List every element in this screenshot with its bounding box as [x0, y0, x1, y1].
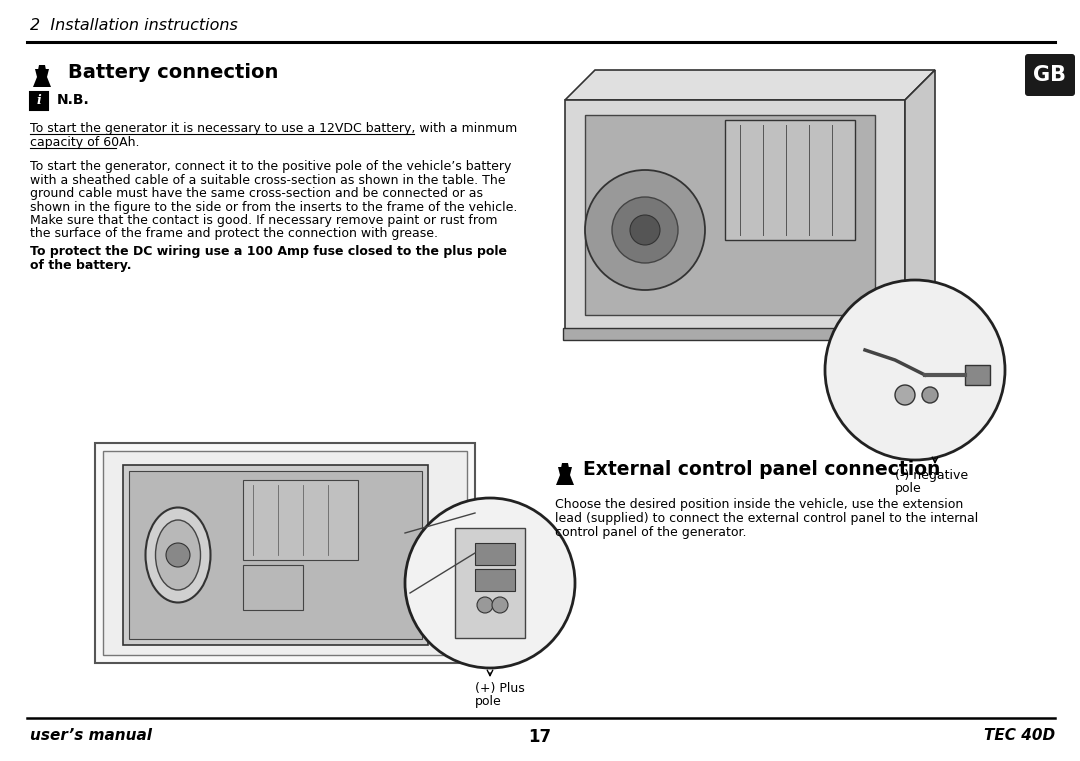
Text: control panel of the generator.: control panel of the generator. [555, 526, 746, 539]
Polygon shape [585, 115, 875, 315]
Bar [243, 480, 357, 560]
Text: To start the generator, connect it to the positive pole of the vehicle’s battery: To start the generator, connect it to th… [30, 160, 511, 173]
Circle shape [585, 170, 705, 290]
Text: capacity of 60Ah.: capacity of 60Ah. [30, 136, 139, 149]
Text: External control panel connection: External control panel connection [583, 460, 941, 479]
Text: Battery connection: Battery connection [68, 63, 279, 82]
Circle shape [630, 215, 660, 245]
Polygon shape [561, 463, 569, 468]
Text: shown in the figure to the side or from the inserts to the frame of the vehicle.: shown in the figure to the side or from … [30, 200, 517, 214]
Bar [475, 543, 515, 565]
Text: 17: 17 [528, 728, 552, 746]
FancyBboxPatch shape [30, 92, 48, 110]
Text: To protect the DC wiring use a 100 Amp fuse closed to the plus pole: To protect the DC wiring use a 100 Amp f… [30, 245, 507, 258]
Text: i: i [37, 94, 41, 107]
Circle shape [922, 387, 939, 403]
Text: Make sure that the contact is good. If necessary remove paint or rust from: Make sure that the contact is good. If n… [30, 214, 498, 227]
Ellipse shape [156, 520, 201, 590]
Text: Choose the desired position inside the vehicle, use the extension: Choose the desired position inside the v… [555, 498, 963, 511]
Circle shape [405, 498, 575, 668]
Bar [475, 569, 515, 591]
Ellipse shape [146, 508, 211, 603]
Polygon shape [565, 70, 935, 100]
Text: with a sheathed cable of a suitable cross-section as shown in the table. The: with a sheathed cable of a suitable cros… [30, 174, 505, 186]
Text: the surface of the frame and protect the connection with grease.: the surface of the frame and protect the… [30, 228, 438, 240]
Circle shape [895, 385, 915, 405]
Polygon shape [565, 100, 905, 330]
Text: To start the generator it is necessary to use a 12VDC battery, with a minmum: To start the generator it is necessary t… [30, 122, 517, 135]
Polygon shape [556, 475, 573, 485]
Text: pole: pole [475, 695, 502, 708]
Text: (-) negative: (-) negative [895, 469, 968, 482]
Circle shape [492, 597, 508, 613]
Bar [123, 465, 428, 645]
Bar [455, 528, 525, 638]
Text: N.B.: N.B. [57, 93, 90, 107]
Text: pole: pole [895, 482, 921, 495]
Circle shape [612, 197, 678, 263]
Bar [725, 120, 855, 240]
Polygon shape [905, 70, 935, 330]
Circle shape [166, 543, 190, 567]
Bar [966, 365, 990, 385]
Polygon shape [558, 467, 572, 475]
Bar [103, 451, 467, 655]
Text: ground cable must have the same cross-section and be connected or as: ground cable must have the same cross-se… [30, 187, 483, 200]
Polygon shape [35, 69, 49, 77]
Polygon shape [33, 77, 51, 87]
FancyBboxPatch shape [1025, 54, 1075, 96]
Text: GB: GB [1034, 65, 1067, 85]
Bar [243, 565, 303, 610]
Text: (+) Plus: (+) Plus [475, 682, 525, 695]
Bar [129, 471, 422, 639]
Circle shape [825, 280, 1005, 460]
Text: TEC 40D: TEC 40D [984, 728, 1055, 743]
Polygon shape [38, 65, 46, 70]
Text: user’s manual: user’s manual [30, 728, 152, 743]
Text: lead (supplied) to connect the external control panel to the internal: lead (supplied) to connect the external … [555, 512, 978, 525]
Text: 2  Installation instructions: 2 Installation instructions [30, 18, 238, 33]
Bar [563, 328, 903, 340]
Text: of the battery.: of the battery. [30, 259, 132, 272]
Bar [95, 443, 475, 663]
Circle shape [477, 597, 492, 613]
